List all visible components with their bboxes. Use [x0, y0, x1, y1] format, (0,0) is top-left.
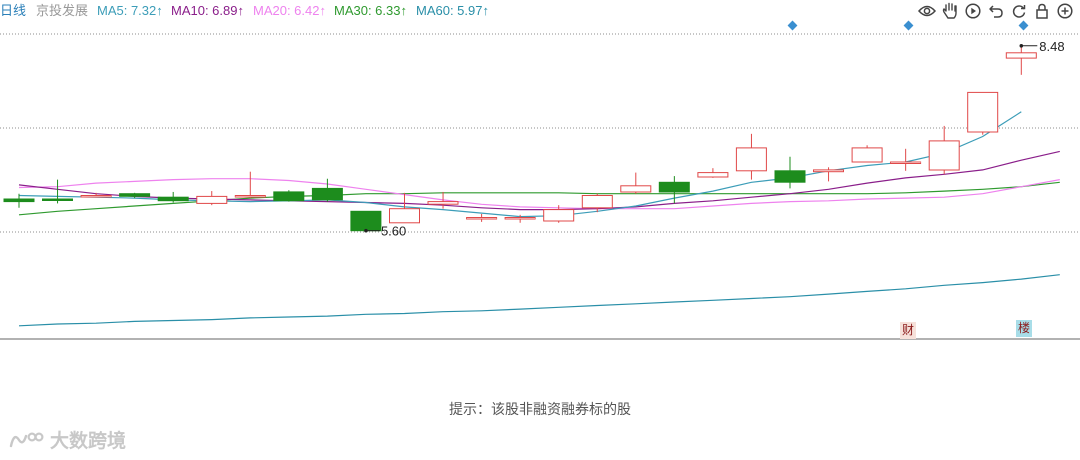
watermark-text: 大数跨境	[50, 430, 127, 452]
candle	[697, 168, 729, 178]
ma20-line	[18, 178, 1060, 210]
candle	[350, 210, 382, 232]
candle	[119, 192, 151, 199]
ma10-value: MA10: 6.89↑	[171, 3, 244, 18]
candle	[389, 192, 420, 224]
candle-body	[658, 181, 690, 193]
eye-icon[interactable]	[918, 2, 936, 20]
candle	[466, 213, 498, 222]
candle	[1005, 45, 1037, 75]
candle-body	[3, 198, 35, 203]
candle	[427, 191, 459, 209]
candle-body	[620, 185, 652, 193]
finance-event-badge[interactable]: 财	[900, 322, 916, 339]
ma5-value: MA5: 7.32↑	[97, 3, 163, 18]
candle-body	[697, 172, 729, 178]
candle	[543, 205, 575, 223]
undo-icon[interactable]	[987, 2, 1005, 20]
candle	[658, 176, 690, 204]
event-diamond-marker[interactable]	[1018, 20, 1029, 31]
candle-body	[196, 195, 228, 204]
high-price-dot	[1019, 43, 1024, 48]
candle-body	[42, 198, 73, 201]
low-price-label: 5.60	[381, 224, 406, 239]
candle-body	[851, 147, 883, 163]
candle-body	[311, 187, 343, 201]
candle	[196, 191, 228, 206]
event-markers	[787, 20, 1029, 31]
moving-average-lines	[18, 111, 1060, 327]
candle	[504, 214, 536, 223]
candle-body	[928, 140, 960, 171]
candle-body	[774, 170, 806, 183]
building-event-badge[interactable]: 楼	[1016, 320, 1032, 337]
candle-body	[350, 210, 382, 232]
candle	[967, 91, 999, 135]
stock-name: 京投发展	[36, 3, 89, 18]
period-label[interactable]: 日线	[0, 3, 27, 18]
candle	[273, 190, 305, 202]
candle	[890, 148, 922, 171]
candle	[311, 178, 343, 202]
event-diamond-marker[interactable]	[787, 20, 798, 31]
candle-body	[504, 217, 536, 220]
candle-body	[967, 91, 999, 133]
candle	[42, 179, 73, 204]
candle-body	[1005, 52, 1037, 59]
candle-body	[813, 169, 844, 173]
candle	[234, 171, 266, 199]
candle-body	[80, 195, 112, 198]
candle	[851, 145, 883, 163]
margin-trading-notice: 提示：该股非融资融券标的股	[449, 402, 631, 418]
candle-body	[234, 195, 266, 198]
chart-header: 日线 京投发展 MA5: 7.32↑ MA10: 6.89↑ MA20: 6.4…	[0, 0, 1080, 22]
watermark-logo-icon	[9, 431, 44, 447]
high-price-label: 8.48	[1039, 39, 1064, 54]
candle-body	[735, 147, 767, 172]
candles	[3, 45, 1037, 232]
candle-body	[273, 191, 305, 202]
candle-body	[427, 201, 459, 205]
candle-body	[466, 217, 498, 220]
low-price-dot	[364, 228, 368, 233]
candle-body	[157, 196, 189, 202]
watermark: 大数跨境	[8, 426, 126, 453]
ma30-line	[18, 181, 1060, 216]
zoom-in-icon[interactable]	[1056, 2, 1074, 20]
candle	[813, 167, 844, 182]
candle	[774, 156, 806, 189]
ma30-value: MA30: 6.33↑	[334, 3, 407, 18]
event-diamond-marker[interactable]	[903, 20, 914, 31]
ma20-value: MA20: 6.42↑	[253, 3, 326, 18]
refresh-icon[interactable]	[1010, 2, 1028, 20]
candle	[735, 133, 767, 180]
ma10-line	[18, 150, 1060, 211]
candle	[581, 193, 613, 213]
candle-body	[581, 195, 613, 209]
candle-body	[389, 208, 420, 224]
lock-icon[interactable]	[1033, 2, 1051, 20]
candlestick-chart[interactable]: 8.48 5.60	[0, 0, 1080, 345]
candle-body	[543, 209, 575, 222]
candle	[3, 193, 35, 208]
chart-toolbar	[918, 2, 1074, 20]
candle	[80, 192, 112, 198]
play-icon[interactable]	[964, 2, 982, 20]
candle	[620, 172, 652, 194]
candle	[928, 125, 960, 175]
candle	[157, 191, 189, 203]
candle-body	[890, 161, 922, 164]
price-annotations: 8.48 5.60	[364, 39, 1065, 239]
ma60-line	[18, 274, 1060, 327]
candle-body	[119, 193, 151, 197]
ma60-value: MA60: 5.97↑	[416, 3, 489, 18]
hand-icon[interactable]	[941, 2, 959, 20]
